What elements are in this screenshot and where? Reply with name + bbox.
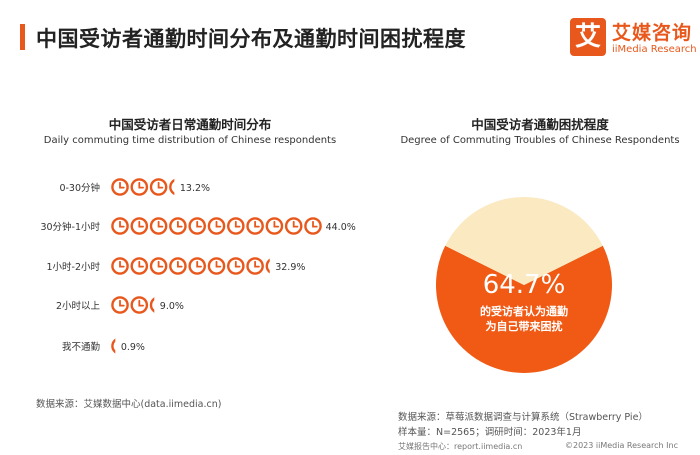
source-right-line1: 数据来源：草莓派数据调查与计算系统（Strawberry Pie） (398, 412, 648, 423)
bar-mark (111, 257, 270, 275)
title-accent-bar (20, 24, 25, 50)
partial-clock-icon (169, 178, 175, 196)
clock-icon (111, 217, 129, 235)
pie-slice-other (445, 196, 603, 285)
pie-chart-subtitle: Degree of Commuting Troubles of Chinese … (400, 135, 680, 146)
logo-text-cn: 艾媒咨询 (612, 22, 693, 44)
clock-icon (188, 217, 206, 235)
clock-icon (246, 257, 264, 275)
partial-clock-icon (149, 297, 155, 313)
pie-center-text-line2: 为自己带来困扰 (486, 319, 563, 333)
clock-icon (284, 217, 303, 235)
clock-icon (226, 217, 245, 235)
bar-mark (111, 178, 175, 196)
partial-clock-icon (111, 338, 116, 354)
iimedia-logo: 艾 艾媒咨询 iiMedia Research (570, 16, 697, 62)
clock-icon (111, 257, 129, 275)
clock-icon (130, 296, 149, 314)
pie-center-text-line1: 的受访者认为通勤 (480, 304, 568, 318)
clock-icon (207, 217, 226, 235)
clock-icon (130, 257, 149, 275)
clock-icon (265, 217, 284, 235)
clock-icon (149, 217, 168, 235)
clock-icon (130, 178, 149, 196)
bar-chart-subtitle: Daily commuting time distribution of Chi… (43, 135, 337, 146)
value-label: 0.9% (121, 342, 145, 353)
pie-center-value: 64.7% (483, 270, 566, 300)
category-label: 0-30分钟 (59, 182, 100, 194)
clock-icon (246, 217, 264, 235)
clock-icon (207, 257, 226, 275)
source-left: 数据来源：艾媒数据中心(data.iimedia.cn) (36, 399, 222, 410)
clock-icon (130, 217, 149, 235)
clock-icon (111, 178, 129, 196)
partial-clock-icon (265, 258, 270, 274)
bar-row: 30分钟-1小时 44.0% (40, 217, 356, 235)
bar-mark (111, 296, 155, 314)
value-label: 9.0% (160, 301, 184, 312)
bar-row: 0-30分钟 13.2% (59, 178, 210, 196)
clock-icon (149, 257, 168, 275)
footer-report-link[interactable]: 艾媒报告中心：report.iimedia.cn (398, 442, 523, 451)
clock-icon (226, 257, 245, 275)
logo-mark-icon: 艾 (570, 18, 606, 56)
footer-copyright: ©2023 iiMedia Research Inc (565, 441, 678, 450)
clock-icon (111, 296, 129, 314)
pie-slice-troubled (436, 245, 612, 373)
value-label: 44.0% (326, 222, 356, 233)
bar-chart-title: 中国受访者日常通勤时间分布 (108, 117, 272, 132)
category-label: 2小时以上 (56, 300, 101, 312)
category-label: 我不通勤 (62, 341, 100, 353)
clock-icon (188, 257, 206, 275)
value-label: 13.2% (180, 183, 210, 194)
bar-row: 1小时-2小时 32.9% (46, 257, 305, 275)
source-right-line2: 样本量：N=2565；调研时间：2023年1月 (398, 427, 582, 438)
clock-icon (169, 257, 187, 275)
bar-row: 我不通勤 0.9% (62, 338, 145, 354)
clock-icon (169, 217, 187, 235)
value-label: 32.9% (275, 262, 305, 273)
bar-mark (111, 217, 322, 235)
category-label: 30分钟-1小时 (40, 221, 100, 233)
commute-time-pictogram-chart: 0-30分钟 13.2% 30分钟-1小时 44.0% 1小时-2小时 32.9% 2小时以… (40, 178, 356, 354)
logo-text-en: iiMedia Research (612, 44, 697, 55)
clock-icon (304, 217, 322, 235)
category-label: 1小时-2小时 (46, 261, 100, 273)
bar-row: 2小时以上 9.0% (56, 296, 184, 314)
pie-chart-title: 中国受访者通勤困扰程度 (471, 117, 609, 132)
clock-icon (149, 178, 168, 196)
bar-mark (111, 338, 116, 354)
page-title: 中国受访者通勤时间分布及通勤时间困扰程度 (36, 27, 466, 51)
